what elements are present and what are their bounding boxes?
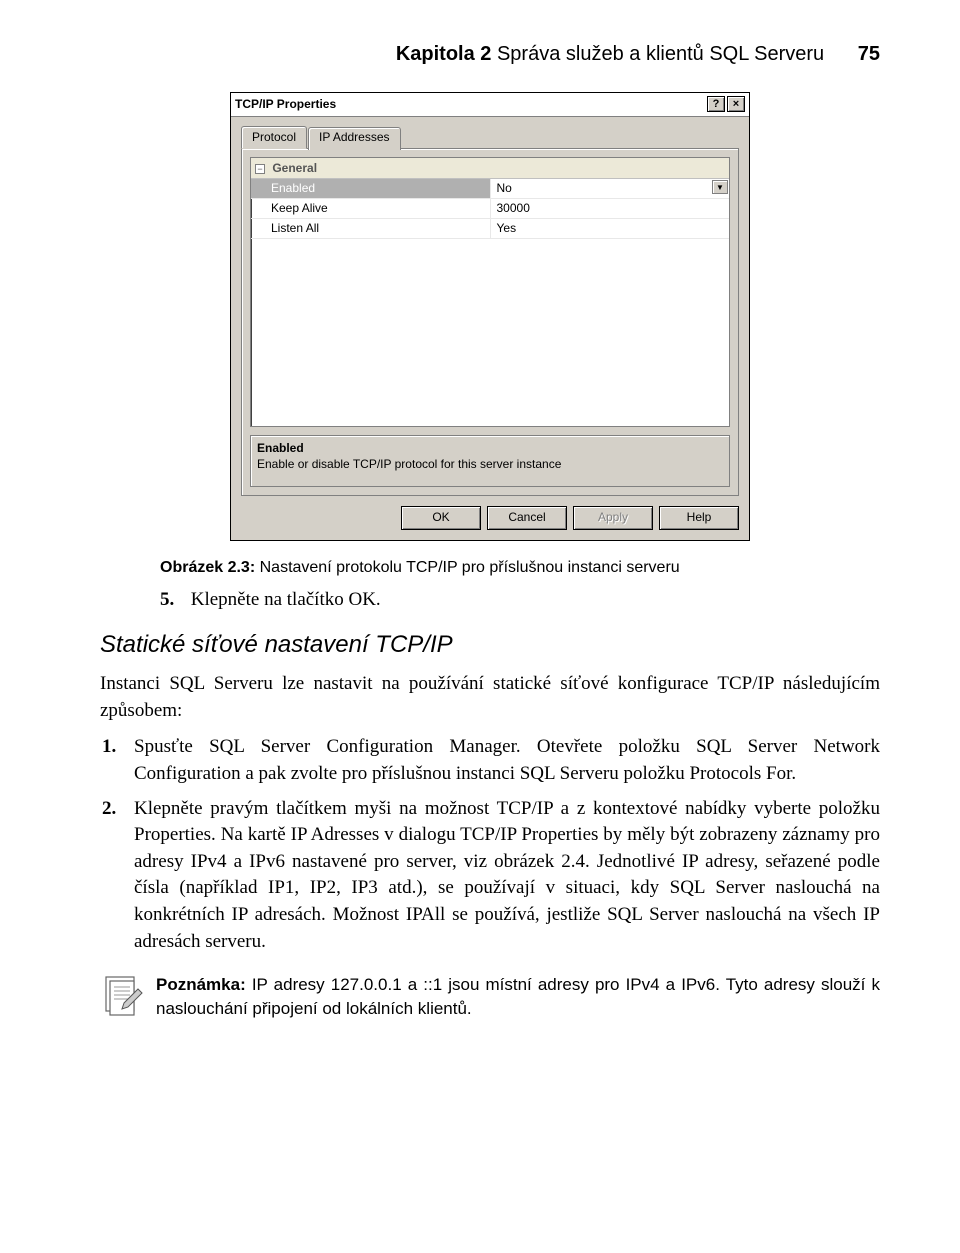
property-label: Listen All [251,218,490,238]
property-row-listenall[interactable]: Listen All Yes [251,218,729,238]
page-header: Kapitola 2 Správa služeb a klientů SQL S… [100,40,880,68]
caption-label: Obrázek 2.3: [160,559,255,576]
note-icon [100,973,144,1017]
chapter-title: Správa služeb a klientů SQL Serveru [497,43,824,65]
subheading: Statické síťové nastavení TCP/IP [100,628,880,662]
titlebar: TCP/IP Properties ? × [231,93,749,117]
intro-paragraph: Instanci SQL Serveru lze nastavit na pou… [100,671,880,724]
property-value: No [497,181,512,195]
caption-text: Nastavení protokolu TCP/IP pro příslušno… [260,559,680,576]
note-text: Poznámka: IP adresy 127.0.0.1 a ::1 jsou… [156,973,880,1021]
item-text: Klepněte pravým tlačítkem myši na možnos… [134,798,880,952]
tab-panel: − General Enabled No ▼ Keep Alive 30000 [241,148,739,496]
note-block: Poznámka: IP adresy 127.0.0.1 a ::1 jsou… [100,973,880,1021]
property-label: Keep Alive [251,199,490,219]
description-title: Enabled [257,440,723,457]
list-item: 2. Klepněte pravým tlačítkem myši na mož… [130,796,880,956]
property-value: 30000 [490,199,729,219]
step-number: 5. [160,587,186,614]
property-grid: − General Enabled No ▼ Keep Alive 30000 [250,157,730,427]
dialog-body: Protocol IP Addresses − General Enabled … [231,117,749,540]
step-5: 5. Klepněte na tlačítko OK. [160,587,880,614]
dialog-title: TCP/IP Properties [235,96,705,113]
description-box: Enabled Enable or disable TCP/IP protoco… [250,435,730,487]
property-row-keepalive[interactable]: Keep Alive 30000 [251,199,729,219]
figure-caption: Obrázek 2.3: Nastavení protokolu TCP/IP … [160,557,880,579]
note-label: Poznámka: [156,975,246,994]
collapse-icon[interactable]: − [255,164,265,174]
note-body: IP adresy 127.0.0.1 a ::1 jsou místní ad… [156,975,880,1018]
chapter-label: Kapitola 2 [396,43,492,65]
tabstrip: Protocol IP Addresses [241,125,739,148]
tab-ip-addresses[interactable]: IP Addresses [308,127,401,150]
section-label: General [272,161,317,175]
list-item: 1. Spusťte SQL Server Configuration Mana… [130,734,880,787]
step-text: Klepněte na tlačítko OK. [191,589,381,610]
property-value: Yes [490,218,729,238]
tcpip-properties-dialog: TCP/IP Properties ? × Protocol IP Addres… [230,92,750,541]
item-number: 1. [102,734,116,761]
property-row-enabled[interactable]: Enabled No ▼ [251,179,729,199]
property-section-general: − General [251,158,729,179]
help-icon[interactable]: ? [707,96,725,112]
description-text: Enable or disable TCP/IP protocol for th… [257,456,723,473]
help-button[interactable]: Help [659,506,739,530]
ok-button[interactable]: OK [401,506,481,530]
tab-protocol[interactable]: Protocol [241,126,307,149]
cancel-button[interactable]: Cancel [487,506,567,530]
item-text: Spusťte SQL Server Configuration Manager… [134,736,880,784]
ordered-list: 1. Spusťte SQL Server Configuration Mana… [130,734,880,955]
chevron-down-icon[interactable]: ▼ [712,180,728,194]
dialog-footer: OK Cancel Apply Help [241,496,739,530]
item-number: 2. [102,796,116,823]
property-label: Enabled [251,179,490,199]
page-number: 75 [858,40,880,68]
apply-button: Apply [573,506,653,530]
close-icon[interactable]: × [727,96,745,112]
